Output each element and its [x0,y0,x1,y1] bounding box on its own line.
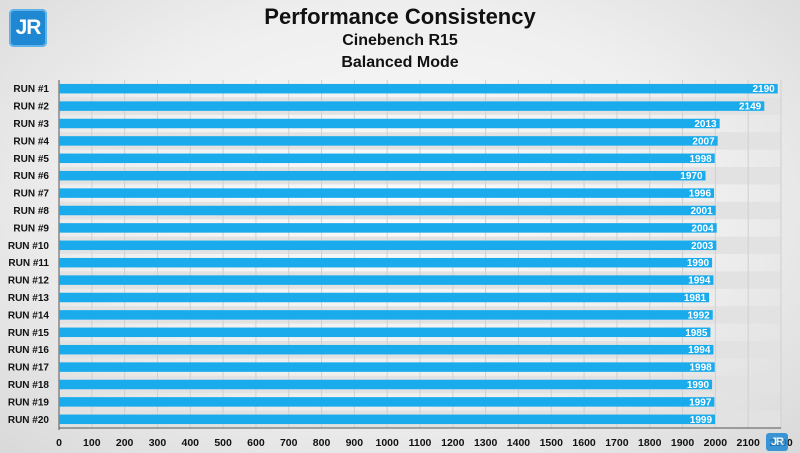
bar [59,362,715,372]
data-label: 2149 [739,102,762,113]
x-tick-label: 900 [346,437,364,449]
bar [59,170,706,181]
category-label: RUN #16 [8,345,50,356]
category-label: RUN #19 [8,397,50,408]
x-tick-label: 800 [313,437,331,449]
bar [59,257,713,268]
category-label: RUN #15 [8,328,50,339]
data-label: 1994 [688,276,711,287]
data-label: 2001 [690,206,713,217]
category-label: RUN #1 [13,84,49,95]
data-label: 1997 [689,397,712,408]
category-label: RUN #2 [13,102,49,113]
data-label: 2190 [752,84,775,95]
chart-titles: Performance Consistency Cinebench R15 Ba… [0,4,800,74]
category-label: RUN #7 [13,189,49,200]
jr-logo: JR [9,9,47,47]
x-tick-label: 1400 [507,437,531,449]
category-label: RUN #8 [13,206,49,217]
bar [59,136,718,146]
x-tick-label: 2100 [737,437,761,449]
data-label: 1994 [688,345,711,356]
x-tick-label: 300 [149,437,167,449]
category-label: RUN #13 [8,293,50,304]
x-tick-label: 200 [116,437,134,449]
category-label: RUN #14 [8,310,50,321]
data-label: 1999 [690,415,713,426]
category-label: RUN #11 [8,258,49,269]
data-label: 1970 [680,171,703,182]
x-tick-label: 1900 [671,437,695,449]
x-tick-label: 1700 [605,437,629,449]
data-label: 1990 [687,258,710,269]
category-label: RUN #10 [8,241,50,252]
bar [59,101,765,111]
bar [59,83,778,94]
x-tick-label: 1500 [540,437,564,449]
x-tick-label: 1100 [409,437,432,449]
bar [59,344,714,355]
x-tick-label: 1200 [441,437,465,449]
category-label: RUN #18 [8,380,50,391]
bar [59,310,713,320]
chart-subtitle-benchmark: Cinebench R15 [342,32,458,49]
data-label: 1992 [687,310,710,321]
chart-title: Performance Consistency [264,4,536,29]
bar [59,379,713,390]
bar [59,205,716,216]
jr-watermark-logo: JR [766,433,788,451]
jr-watermark-text: JR [770,436,784,448]
bar [59,397,715,407]
bar [59,188,715,198]
jr-logo-text: JR [15,16,42,39]
category-label: RUN #9 [13,223,49,234]
x-tick-label: 1600 [572,437,596,449]
bar [59,327,711,338]
x-tick-label: 600 [247,437,265,449]
data-label: 2003 [691,241,714,252]
data-label: 2004 [691,223,714,234]
x-tick-label: 0 [56,437,62,449]
category-label: RUN #12 [8,276,50,287]
data-label: 1985 [685,328,708,339]
x-tick-label: 500 [214,437,232,449]
data-label: 1996 [689,189,712,200]
category-label: RUN #5 [13,154,49,165]
bar [59,223,717,233]
bar [59,118,720,129]
x-tick-label: 400 [182,437,200,449]
x-tick-label: 1300 [474,437,498,449]
x-tick-label: 1800 [638,437,662,449]
bar [59,414,716,425]
data-label: 1981 [684,293,707,304]
data-label: 2007 [692,136,715,147]
data-label: 2013 [694,119,717,130]
data-label: 1990 [687,380,710,391]
category-label: RUN #6 [13,171,49,182]
bar [59,240,717,251]
bar [59,292,710,303]
category-label: RUN #20 [8,415,50,426]
category-label: RUN #4 [13,136,49,147]
data-label: 1998 [689,154,712,165]
x-tick-label: 1000 [376,437,400,449]
bar [59,275,714,285]
data-label: 1998 [689,363,712,374]
x-tick-label: 700 [280,437,298,449]
chart-subtitle-mode: Balanced Mode [341,54,459,71]
category-label: RUN #3 [13,119,49,130]
category-label: RUN #17 [8,363,50,374]
bar [59,153,715,164]
x-tick-label: 2000 [704,437,728,449]
x-tick-label: 100 [83,437,101,449]
